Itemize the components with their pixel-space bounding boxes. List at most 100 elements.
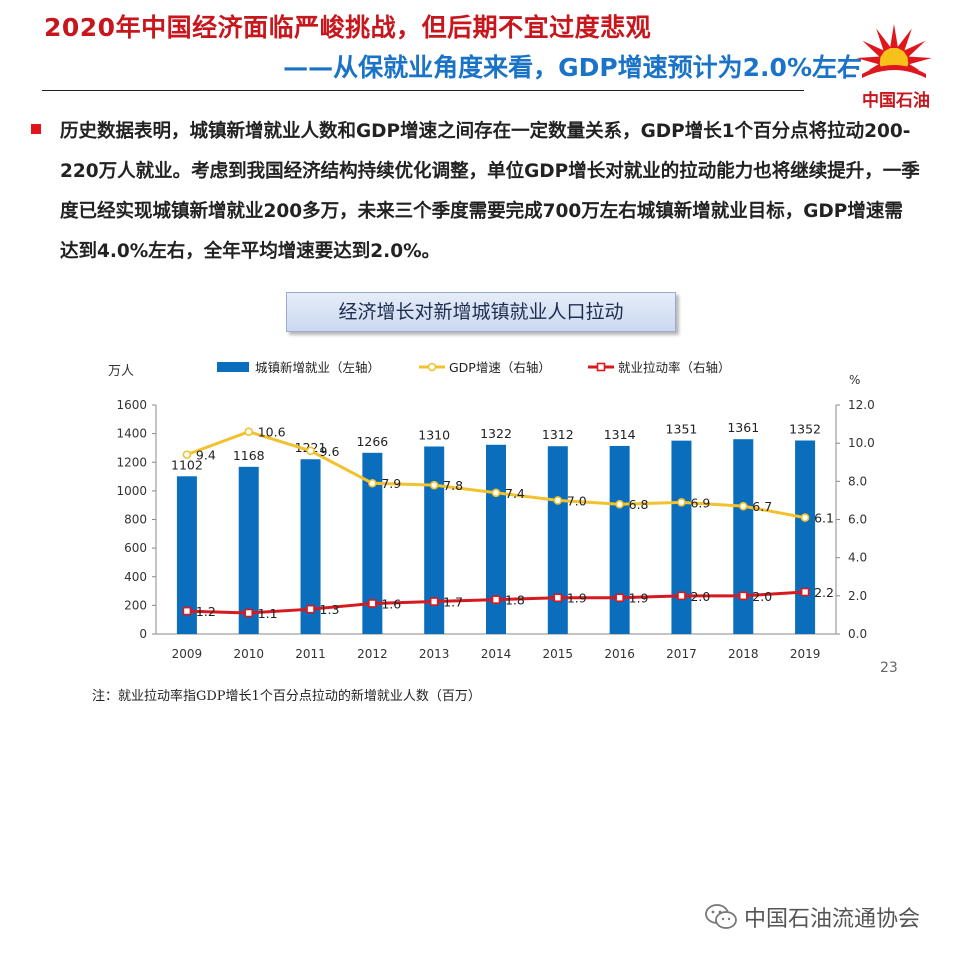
point-employment-rate <box>429 597 439 606</box>
point-gdp <box>306 446 315 456</box>
legend-swatch-employment <box>217 362 249 372</box>
logo-text: 中国石油 <box>862 91 930 111</box>
bar-employment <box>671 440 692 634</box>
legend-label-employment: 城镇新增就业（左轴） <box>255 360 380 375</box>
right-axis-tick-label: 2.0 <box>848 589 867 603</box>
gdp-data-label: 6.1 <box>814 511 834 526</box>
left-axis-tick-label: 1000 <box>116 484 147 498</box>
right-axis-tick-label: 12.0 <box>848 398 875 412</box>
title-divider <box>42 90 804 91</box>
bar-data-label: 1314 <box>604 427 636 442</box>
page-subtitle: ——从保就业角度来看，GDP增速预计为2.0%左右 <box>283 53 862 82</box>
wechat-icon <box>705 904 737 929</box>
point-gdp <box>553 496 563 505</box>
bar-employment <box>424 446 445 634</box>
rate-data-label: 2.0 <box>752 589 772 604</box>
x-axis-tick-label: 2011 <box>295 647 326 661</box>
watermark: 中国石油流通协会 <box>704 900 920 934</box>
point-gdp <box>677 498 686 507</box>
legend-label-employment-rate: 就业拉动率（右轴） <box>618 360 731 375</box>
x-axis-tick-label: 2015 <box>543 647 574 661</box>
gdp-data-label: 6.9 <box>690 495 710 510</box>
footnote: 注：就业拉动率指GDP增长1个百分点拉动的新增就业人数（百万） <box>92 689 481 704</box>
left-axis-tick-label: 0 <box>139 627 147 641</box>
rate-data-label: 1.9 <box>629 591 649 606</box>
right-axis-unit-label: % <box>849 373 860 387</box>
point-gdp <box>491 488 501 498</box>
bar-data-label: 1361 <box>727 420 759 435</box>
point-gdp <box>738 501 748 511</box>
left-axis-tick-label: 1200 <box>116 455 147 469</box>
x-axis-tick-label: 2010 <box>233 647 264 661</box>
left-axis-unit-label: 万人 <box>108 364 134 379</box>
gdp-data-label: 7.9 <box>381 476 401 491</box>
bar-employment <box>238 466 259 634</box>
x-axis-tick-label: 2013 <box>419 647 450 661</box>
rate-data-label: 1.7 <box>443 595 463 610</box>
combo-chart: 0 200 400 600 800 1000 1200 1400 1600 0.0 2.0 4.0 6.… <box>108 360 875 661</box>
point-employment-rate <box>738 591 748 601</box>
point-gdp <box>368 478 377 488</box>
point-gdp <box>182 450 192 459</box>
point-gdp <box>800 513 810 522</box>
bar-employment <box>795 440 816 634</box>
gdp-data-label: 6.7 <box>752 499 772 514</box>
rate-data-label: 1.2 <box>196 604 216 619</box>
bar-data-label: 1266 <box>356 434 388 449</box>
x-axis-tick-label: 2012 <box>357 647 388 661</box>
gdp-data-label: 7.0 <box>567 493 587 508</box>
point-employment-rate <box>491 595 501 604</box>
legend-marker-employment-rate <box>596 362 606 372</box>
gdp-data-label: 9.4 <box>196 448 216 463</box>
left-axis-tick-label: 200 <box>124 598 147 612</box>
rate-data-label: 2.2 <box>814 585 834 600</box>
point-employment-rate <box>368 599 377 608</box>
left-axis-tick-label: 400 <box>124 570 147 584</box>
bar-data-label: 1351 <box>666 422 698 437</box>
x-axis-tick-label: 2014 <box>481 647 512 661</box>
rate-data-label: 1.3 <box>320 602 340 617</box>
chart-title-box: 经济增长对新增城镇就业人口拉动 <box>286 292 676 332</box>
point-employment-rate <box>553 593 563 603</box>
gdp-data-label: 7.8 <box>443 478 463 493</box>
left-axis-tick-label: 1400 <box>116 427 147 441</box>
left-axis-tick-label: 600 <box>124 541 147 555</box>
bar-employment <box>176 476 197 634</box>
rate-data-label: 1.1 <box>258 606 278 621</box>
right-axis-tick-label: 6.0 <box>848 513 867 527</box>
x-axis-tick-label: 2016 <box>604 647 635 661</box>
point-gdp <box>615 499 624 509</box>
bar-employment <box>609 445 630 634</box>
bar-employment <box>362 452 383 634</box>
left-axis-tick-label: 800 <box>124 513 147 527</box>
gdp-data-label: 6.8 <box>629 497 649 512</box>
x-axis-tick-label: 2019 <box>790 647 821 661</box>
page-title: 2020年中国经济面临严峻挑战，但后期不宜过度悲观 <box>44 13 652 42</box>
point-employment-rate <box>800 587 810 597</box>
bar-data-label: 1310 <box>418 428 450 443</box>
right-axis-tick-label: 8.0 <box>848 474 867 488</box>
bar-employment <box>300 459 321 634</box>
bullet-marker <box>31 124 41 134</box>
point-gdp <box>244 427 254 437</box>
point-employment-rate <box>615 593 624 603</box>
petrochina-logo-icon <box>856 24 932 100</box>
point-employment-rate <box>677 591 686 601</box>
gdp-data-label: 9.6 <box>320 444 340 459</box>
rate-data-label: 1.9 <box>567 591 587 606</box>
x-axis-tick-label: 2017 <box>666 647 697 661</box>
rate-data-label: 2.0 <box>690 589 710 604</box>
gdp-data-label: 7.4 <box>505 486 525 501</box>
right-axis-tick-label: 10.0 <box>848 436 875 450</box>
watermark-text: 中国石油流通协会 <box>744 907 921 932</box>
right-axis-tick-label: 4.0 <box>848 551 867 565</box>
bar-data-label: 1102 <box>171 457 203 472</box>
right-axis-tick-label: 0.0 <box>848 627 867 641</box>
point-employment-rate <box>244 608 254 618</box>
body-paragraph: 历史数据表明，城镇新增就业人数和GDP增速之间存在一定数量关系，GDP增长1个百… <box>60 121 920 262</box>
gdp-data-label: 10.6 <box>258 425 286 440</box>
page-number: 23 <box>880 660 898 676</box>
bar-data-label: 1322 <box>480 426 512 441</box>
bar-employment <box>733 439 754 634</box>
bar-data-label: 1312 <box>542 427 574 442</box>
